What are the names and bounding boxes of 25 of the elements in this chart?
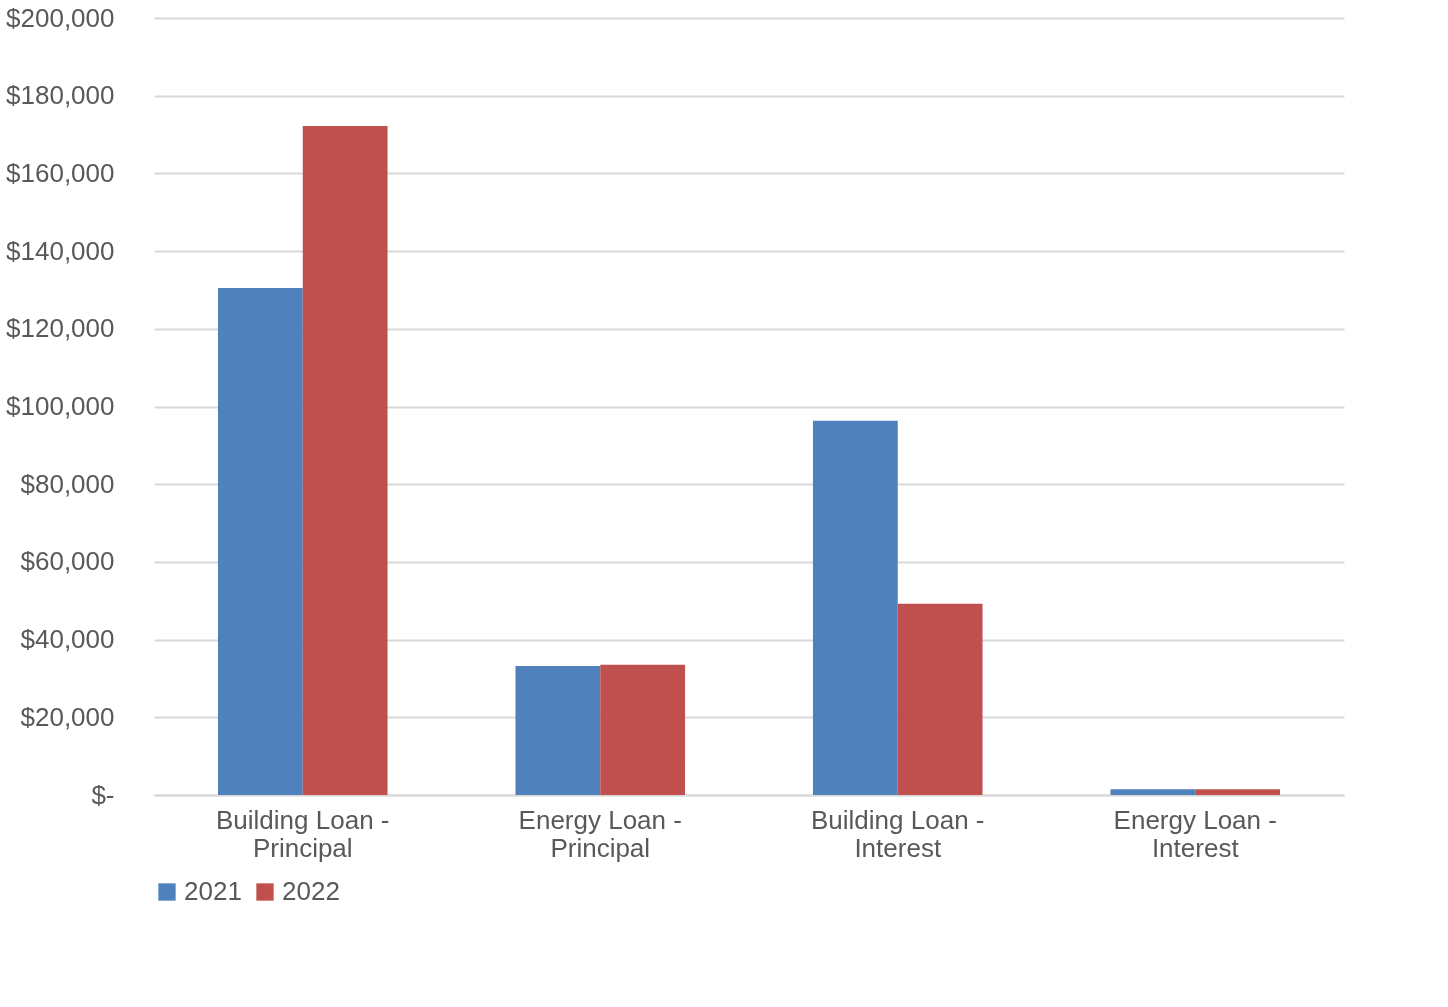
y-tick-label: $- [91,779,115,810]
bar [515,666,601,795]
bar [1195,789,1281,795]
y-tick-label: $120,000 [6,313,115,344]
y-tick-label: $160,000 [6,157,115,188]
x-tick-label: Energy Loan - Interest [1113,804,1277,863]
bar [897,603,983,795]
x-tick-label: Building Loan - Principal [216,804,390,863]
y-tick-label: $180,000 [6,80,115,111]
x-tick-label: Building Loan - Interest [811,804,985,863]
y-tick-label: $140,000 [6,235,115,266]
y-tick-label: $200,000 [6,2,115,33]
y-tick-label: $100,000 [6,391,115,421]
x-tick-label: Energy Loan - Principal [518,804,682,863]
bar [812,420,898,795]
legend-label: 2021 [184,876,242,906]
y-tick-label: $80,000 [20,468,115,499]
bar [302,126,388,795]
bar [600,664,686,795]
y-tick-label: $40,000 [20,624,115,655]
y-tick-label: $60,000 [20,546,115,577]
bar [217,288,303,795]
y-tick-label: $20,000 [20,701,115,732]
legend-label: 2022 [282,876,340,906]
bar [1110,789,1196,795]
